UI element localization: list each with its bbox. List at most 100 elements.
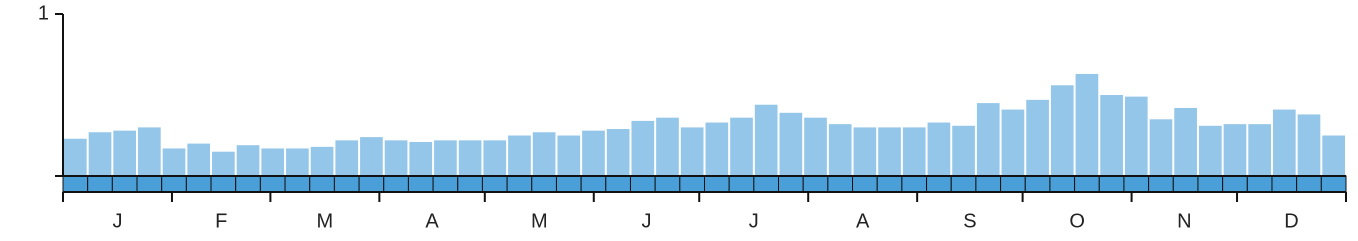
month-label: J bbox=[642, 210, 652, 232]
week-cell bbox=[309, 175, 335, 193]
week-cell bbox=[87, 175, 113, 193]
week-cell bbox=[210, 175, 237, 193]
week-cell bbox=[876, 175, 903, 193]
week-cell bbox=[1296, 175, 1322, 193]
month-label: J bbox=[749, 210, 759, 232]
bar bbox=[804, 117, 827, 176]
week-cell bbox=[1123, 175, 1150, 193]
bar bbox=[902, 127, 926, 176]
bar bbox=[64, 138, 87, 176]
bar bbox=[1174, 107, 1197, 176]
bar bbox=[1001, 109, 1025, 176]
bar bbox=[335, 140, 359, 176]
week-cell bbox=[753, 175, 780, 193]
week-cell bbox=[185, 175, 212, 193]
week-cell bbox=[1049, 175, 1076, 193]
month-label: O bbox=[1069, 210, 1085, 232]
bar bbox=[360, 137, 383, 176]
bar bbox=[138, 127, 161, 176]
bar bbox=[1124, 96, 1148, 176]
week-cell bbox=[259, 175, 286, 193]
bar bbox=[212, 151, 235, 176]
week-cell bbox=[950, 175, 977, 193]
week-cell bbox=[1148, 175, 1174, 193]
week-cell bbox=[728, 175, 755, 193]
month-label: M bbox=[531, 210, 548, 232]
bar bbox=[878, 127, 901, 176]
week-cell bbox=[1222, 175, 1248, 193]
week-cell bbox=[481, 175, 508, 193]
bar bbox=[779, 112, 803, 176]
week-cell bbox=[1197, 175, 1224, 193]
week-cell bbox=[383, 175, 409, 193]
bar bbox=[1297, 114, 1321, 176]
week-cell bbox=[778, 175, 804, 193]
bar bbox=[1223, 124, 1247, 176]
week-cell bbox=[704, 175, 730, 193]
week-cell bbox=[407, 175, 434, 193]
week-cell bbox=[1074, 175, 1100, 193]
bar bbox=[187, 143, 211, 176]
bar bbox=[853, 127, 877, 176]
bar bbox=[532, 132, 556, 176]
bar bbox=[680, 127, 704, 176]
week-cell bbox=[284, 175, 311, 193]
bar bbox=[828, 124, 852, 176]
bar bbox=[952, 125, 975, 176]
bar bbox=[483, 140, 507, 176]
week-cell bbox=[161, 175, 187, 193]
week-cell bbox=[1246, 175, 1273, 193]
bar bbox=[927, 122, 951, 176]
week-cell bbox=[1000, 175, 1026, 193]
week-cell bbox=[852, 175, 878, 193]
month-label: F bbox=[215, 210, 227, 232]
week-cell bbox=[457, 175, 483, 193]
week-cell bbox=[531, 175, 557, 193]
week-cell bbox=[1320, 175, 1347, 193]
week-cell bbox=[679, 175, 705, 193]
week-cell bbox=[506, 175, 533, 193]
week-cell bbox=[1098, 175, 1125, 193]
bar bbox=[976, 103, 1000, 176]
bar bbox=[458, 140, 482, 176]
bar bbox=[606, 129, 630, 176]
bar bbox=[754, 104, 778, 176]
bar bbox=[162, 148, 186, 176]
week-cell bbox=[580, 175, 607, 193]
bar bbox=[1198, 125, 1222, 176]
bar bbox=[88, 132, 112, 176]
bar bbox=[656, 117, 679, 176]
week-cell bbox=[62, 175, 89, 193]
month-label: D bbox=[1284, 210, 1298, 232]
bar bbox=[1100, 95, 1123, 176]
week-cell bbox=[901, 175, 928, 193]
week-cell bbox=[1024, 175, 1051, 193]
week-cell bbox=[926, 175, 952, 193]
y-tick-label: 1 bbox=[38, 2, 49, 24]
chart: 1 J F M A M J J A S O N D bbox=[38, 2, 1347, 232]
week-cell bbox=[111, 175, 138, 193]
week-cell bbox=[827, 175, 854, 193]
week-cell bbox=[605, 175, 631, 193]
month-label: M bbox=[317, 210, 334, 232]
month-label: N bbox=[1177, 210, 1191, 232]
week-cell bbox=[333, 175, 360, 193]
bar bbox=[409, 141, 433, 176]
week-cell bbox=[654, 175, 681, 193]
bar bbox=[384, 140, 408, 176]
bar bbox=[508, 135, 531, 176]
month-label: S bbox=[963, 210, 976, 232]
bar bbox=[261, 148, 285, 176]
week-cell bbox=[432, 175, 459, 193]
bar bbox=[434, 140, 457, 176]
week-cell bbox=[235, 175, 261, 193]
bar bbox=[631, 120, 655, 176]
month-label: A bbox=[425, 210, 439, 232]
week-cell bbox=[136, 175, 163, 193]
week-cell bbox=[1172, 175, 1199, 193]
week-cell bbox=[358, 175, 385, 193]
bar bbox=[1322, 135, 1345, 176]
week-cell bbox=[555, 175, 582, 193]
bar bbox=[1050, 85, 1074, 176]
month-label: J bbox=[112, 210, 122, 232]
